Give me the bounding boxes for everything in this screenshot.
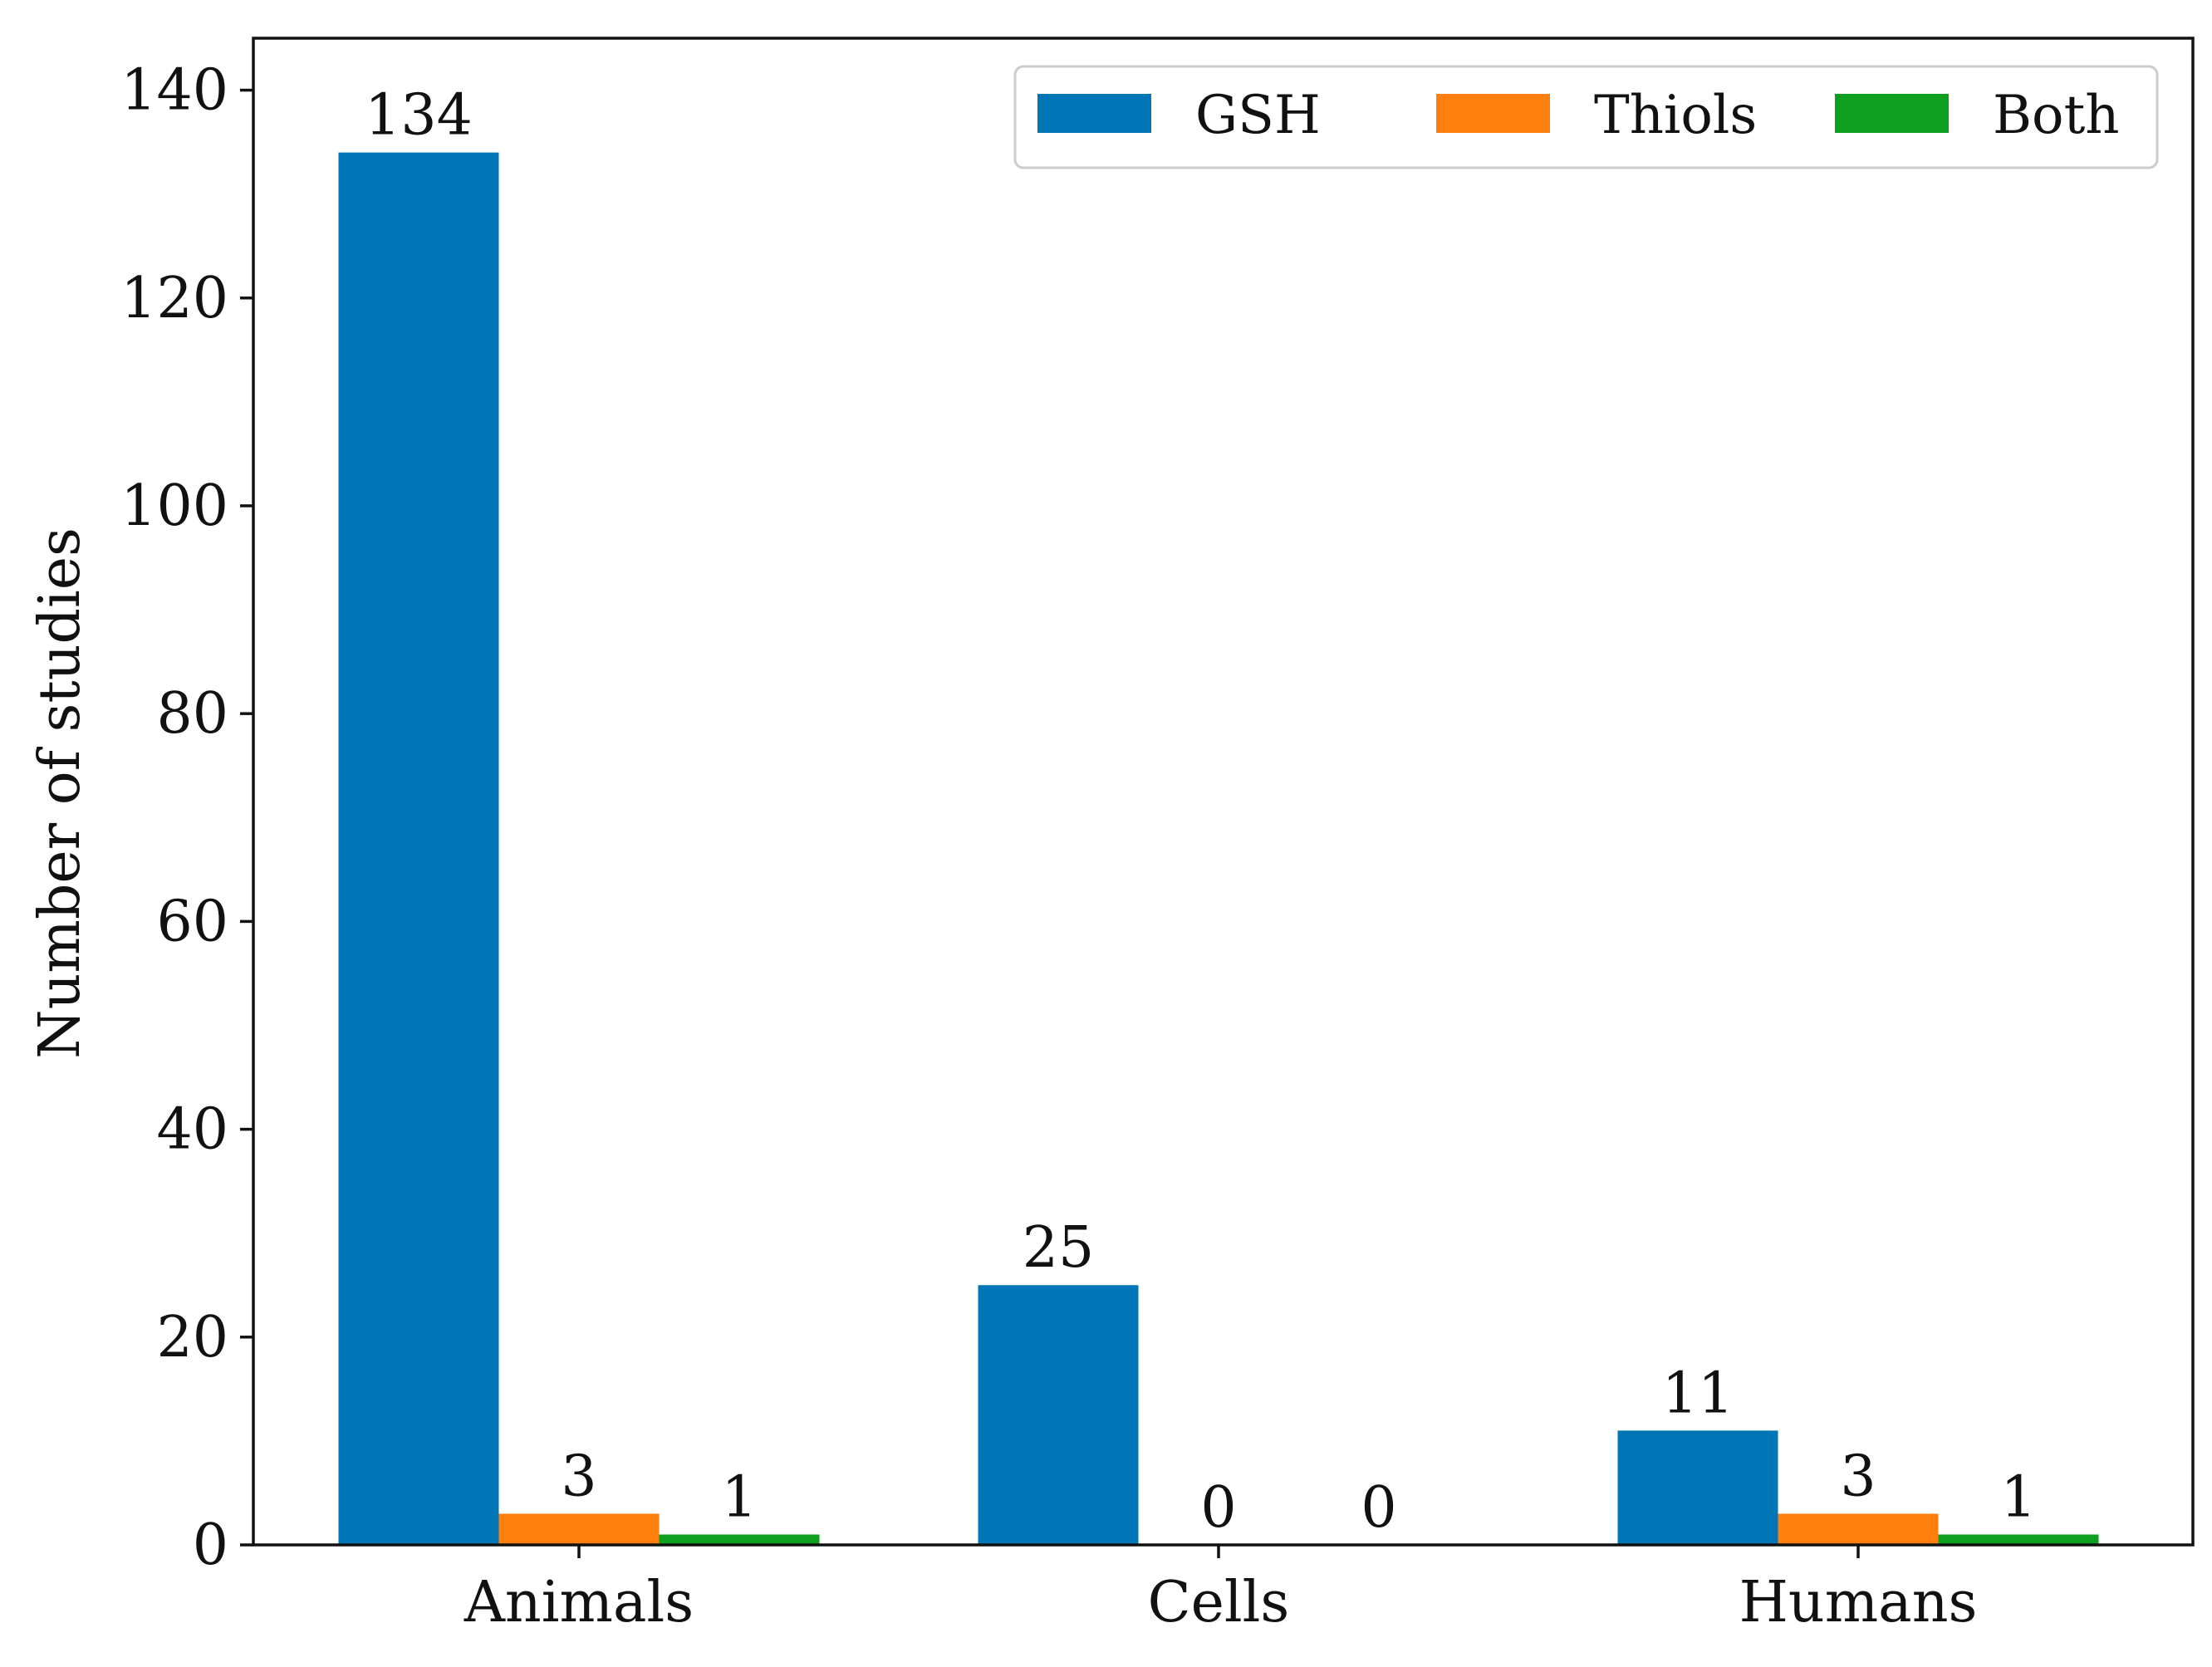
legend-swatch-gsh (1037, 94, 1151, 133)
x-tick-label-humans: Humans (1739, 1570, 1978, 1635)
data-label-gsh-animals: 134 (365, 83, 473, 149)
data-label-both-animals: 1 (721, 1464, 757, 1530)
y-tick-label-40: 40 (156, 1097, 228, 1163)
x-tick-label-animals: Animals (463, 1570, 694, 1635)
y-tick-label-80: 80 (156, 681, 228, 747)
bar-gsh-cells (978, 1285, 1139, 1545)
bar-gsh-humans (1617, 1430, 1778, 1545)
y-tick-label-140: 140 (120, 58, 228, 124)
legend-label-thiols: Thiols (1594, 85, 1757, 146)
legend-swatch-both (1835, 94, 1949, 133)
bar-gsh-animals (338, 152, 499, 1546)
data-label-thiols-animals: 3 (561, 1444, 596, 1509)
data-label-both-cells: 0 (1361, 1475, 1396, 1541)
data-label-both-humans: 1 (2000, 1464, 2036, 1530)
y-tick-label-100: 100 (120, 473, 228, 539)
legend-label-gsh: GSH (1195, 85, 1321, 146)
data-label-thiols-humans: 3 (1840, 1444, 1876, 1509)
bar-thiols-humans (1778, 1513, 1939, 1545)
bar-thiols-animals (498, 1513, 660, 1545)
data-labels-layer: 134 25 11 3 0 3 1 0 1 (365, 83, 2037, 1541)
y-tick-label-120: 120 (120, 266, 228, 331)
y-tick-label-20: 20 (156, 1305, 228, 1370)
x-tick-label-cells: Cells (1148, 1570, 1290, 1635)
y-tick-label-60: 60 (156, 889, 228, 954)
legend-swatch-thiols (1436, 94, 1550, 133)
plot-frame (252, 37, 2195, 1547)
bar-both-humans (1938, 1534, 2099, 1545)
bar-both-animals (659, 1534, 820, 1545)
data-label-gsh-humans: 11 (1662, 1361, 1734, 1426)
data-label-thiols-cells: 0 (1200, 1475, 1236, 1541)
data-label-gsh-cells: 25 (1023, 1215, 1095, 1281)
legend-box (1013, 65, 2159, 169)
y-axis-title: Number of studies (27, 527, 93, 1059)
bars-layer (338, 152, 2099, 1546)
legend-label-both: Both (1993, 85, 2120, 146)
legend: GSH Thiols Both (1013, 65, 2159, 169)
y-tick-label-0: 0 (193, 1513, 228, 1578)
